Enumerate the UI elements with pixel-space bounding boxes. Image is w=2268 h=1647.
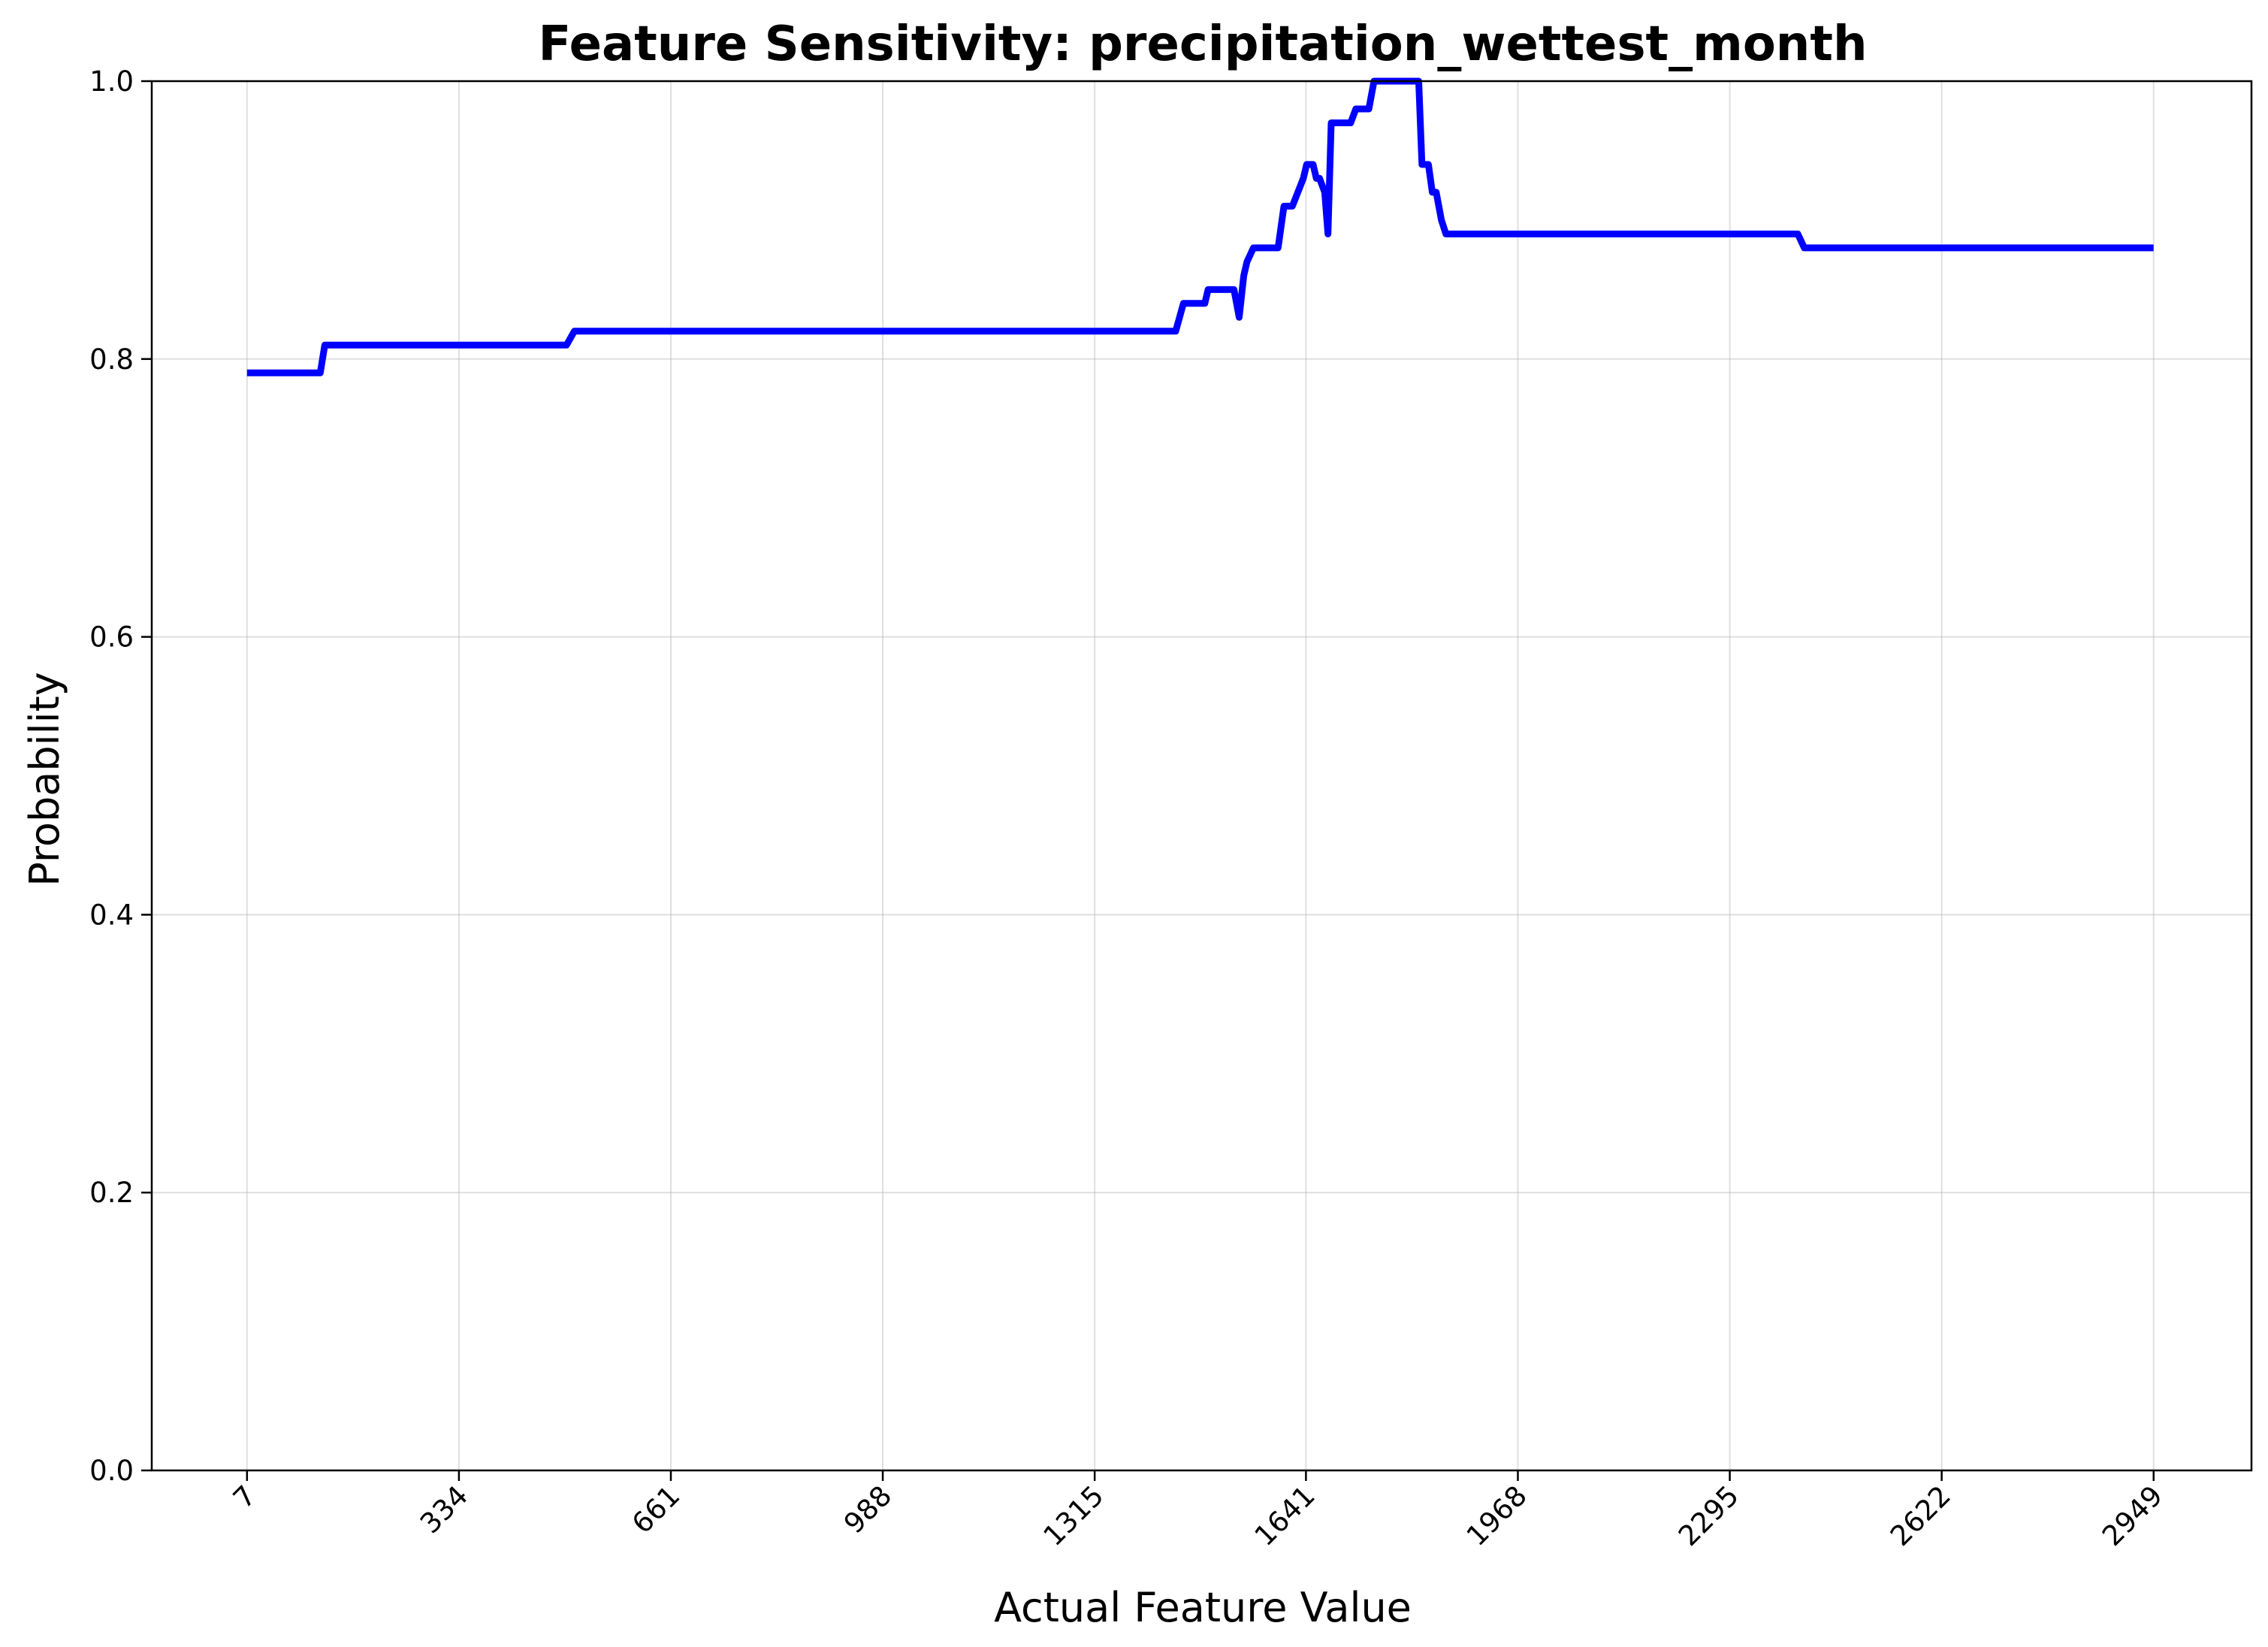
chart-title: Feature Sensitivity: precipitation_wette…	[538, 17, 1867, 72]
plot-frame	[150, 80, 2253, 1472]
y-tick-label: 0.4	[89, 899, 134, 931]
y-tick-label: 0.8	[89, 343, 134, 376]
x-axis-label: Actual Feature Value	[994, 1584, 1412, 1631]
y-axis-label: Probability	[21, 672, 68, 886]
y-tick-label: 0.6	[89, 621, 134, 654]
y-tick-label: 1.0	[89, 65, 134, 98]
y-tick-label: 0.2	[89, 1177, 134, 1209]
y-tick-label: 0.0	[89, 1455, 134, 1487]
series-layer	[246, 77, 2154, 376]
series-line	[246, 77, 2154, 376]
